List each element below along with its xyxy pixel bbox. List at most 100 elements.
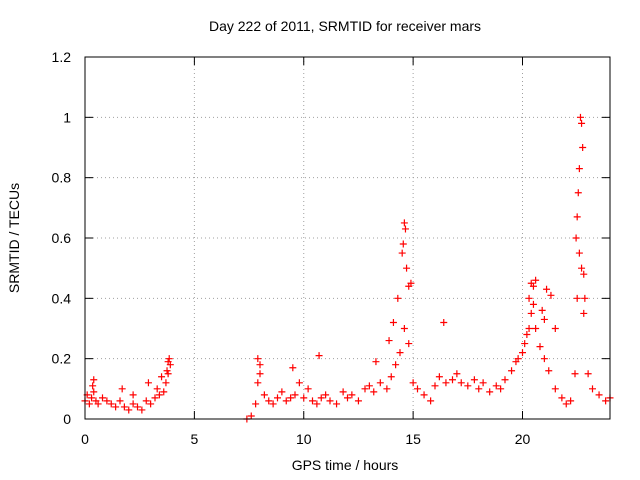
data-point — [580, 309, 588, 317]
data-point — [90, 388, 98, 396]
data-point — [435, 373, 443, 381]
data-point — [90, 376, 98, 384]
data-point — [602, 397, 610, 405]
y-tick-label: 0 — [63, 411, 71, 427]
data-point — [256, 370, 264, 378]
data-point — [543, 285, 551, 293]
data-point — [94, 400, 102, 408]
data-point — [486, 388, 494, 396]
data-point — [107, 400, 115, 408]
data-point — [409, 379, 417, 387]
data-point — [521, 340, 529, 348]
data-point — [326, 397, 334, 405]
x-tick-label: 10 — [296, 431, 312, 447]
chart-title: Day 222 of 2011, SRMTID for receiver mar… — [209, 18, 481, 34]
data-point — [414, 385, 421, 393]
data-point — [420, 391, 428, 399]
y-axis-label: SRMTID / TECUs — [6, 183, 22, 293]
data-point — [579, 144, 587, 151]
data-point — [427, 397, 435, 405]
data-point — [394, 294, 402, 302]
data-point — [164, 358, 172, 366]
data-point — [129, 391, 137, 399]
data-point — [158, 373, 166, 381]
y-tick-label: 1.2 — [52, 49, 72, 65]
x-tick-label: 5 — [190, 431, 198, 447]
y-tick-label: 1 — [63, 109, 71, 125]
data-point — [254, 379, 262, 387]
data-point — [383, 385, 391, 393]
data-point — [88, 394, 96, 402]
data-point — [580, 270, 588, 278]
data-point — [595, 391, 603, 399]
data-point — [322, 391, 330, 399]
data-point — [313, 400, 321, 408]
data-point — [571, 370, 579, 378]
data-point — [407, 279, 415, 287]
data-point — [260, 391, 268, 399]
data-point — [545, 367, 553, 375]
data-point — [153, 385, 161, 393]
data-point — [589, 385, 596, 393]
data-point — [361, 385, 369, 393]
data-point — [470, 376, 478, 384]
data-point — [525, 325, 533, 332]
data-point — [354, 397, 362, 405]
data-point — [291, 391, 299, 399]
data-point — [573, 213, 581, 221]
data-point — [309, 397, 316, 405]
x-axis-ticks: 0 5 10 15 20 — [81, 57, 530, 447]
data-point — [99, 394, 106, 402]
data-point — [142, 397, 150, 405]
data-point — [147, 400, 155, 408]
data-point — [396, 349, 404, 357]
data-point — [398, 249, 406, 257]
data-point — [300, 394, 308, 402]
data-point — [527, 309, 535, 317]
data-point — [339, 388, 347, 396]
data-point — [562, 400, 570, 408]
data-point — [287, 394, 295, 402]
data-point — [540, 315, 548, 323]
data-point — [162, 379, 170, 387]
data-point — [532, 325, 540, 332]
data-point — [440, 318, 448, 326]
data-point — [365, 382, 373, 390]
data-point — [278, 388, 286, 396]
data-point — [370, 388, 378, 396]
data-point — [479, 379, 487, 387]
data-point — [584, 370, 592, 378]
data-point — [578, 264, 586, 272]
data-point — [497, 385, 505, 393]
data-point — [529, 282, 537, 290]
y-tick-label: 0.2 — [52, 351, 72, 367]
y-axis-ticks: 0 0.2 0.4 0.6 0.8 1 1.2 — [52, 49, 610, 427]
data-point — [89, 382, 97, 390]
data-point — [269, 400, 277, 408]
data-point — [576, 113, 584, 121]
data-point — [265, 397, 273, 405]
data-point — [405, 340, 413, 348]
grid-lines — [85, 57, 610, 419]
data-point — [125, 406, 133, 414]
data-point — [134, 403, 141, 411]
data-point — [457, 379, 465, 387]
y-tick-label: 0.6 — [52, 230, 72, 246]
data-point — [138, 406, 146, 414]
data-point — [508, 367, 516, 375]
data-point — [372, 358, 380, 366]
data-point — [525, 294, 533, 302]
data-point — [256, 361, 264, 369]
data-point — [403, 264, 411, 272]
data-point — [400, 325, 408, 332]
data-point — [85, 400, 93, 408]
data-point — [376, 379, 384, 387]
data-point — [315, 352, 323, 360]
data-point — [475, 385, 483, 393]
x-axis-label: GPS time / hours — [292, 457, 399, 473]
data-point — [523, 331, 531, 339]
plot-frame — [84, 56, 611, 420]
data-point — [540, 355, 548, 363]
data-point — [581, 294, 589, 302]
